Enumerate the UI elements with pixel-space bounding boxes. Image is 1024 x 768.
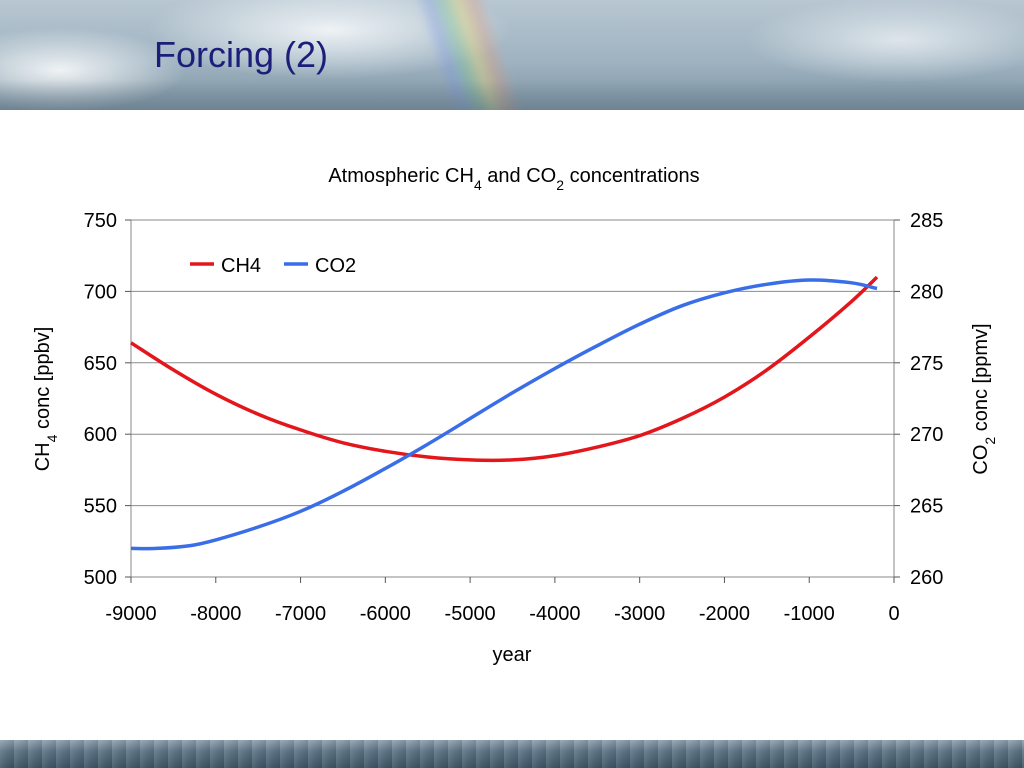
series-layer xyxy=(130,275,879,551)
x-tick-label: -2000 xyxy=(699,603,750,625)
legend: CH4 CO2 xyxy=(190,255,356,277)
x-tick-label: -8000 xyxy=(190,603,241,625)
x-tick-label: -7000 xyxy=(275,603,326,625)
x-tick-label: -5000 xyxy=(445,603,496,625)
legend-label-co2: CO2 xyxy=(315,255,356,277)
right-axis: 260 265 270 275 280 285 xyxy=(894,210,943,589)
x-tick-label: -4000 xyxy=(529,603,580,625)
chart-title-part: 2 xyxy=(556,177,564,193)
y-axis-right-label-part: conc [ppmv] xyxy=(970,323,992,436)
x-tick-label: -3000 xyxy=(614,603,665,625)
left-axis: 500 550 600 650 700 750 xyxy=(84,210,131,589)
x-tick-label: -6000 xyxy=(360,603,411,625)
left-tick-label: 500 xyxy=(84,567,117,589)
series-line-co2 xyxy=(130,278,878,551)
header-banner xyxy=(0,0,1024,110)
chart-title: Atmospheric CH4 and CO2 concentrations xyxy=(328,165,699,193)
y-axis-left-label-part: CH xyxy=(32,442,54,471)
chart-title-part: 4 xyxy=(474,177,482,193)
left-tick-label: 550 xyxy=(84,496,117,518)
x-axis-label: year xyxy=(493,644,532,666)
slide-title: Forcing (2) xyxy=(154,34,329,75)
left-tick-label: 600 xyxy=(84,424,117,446)
legend-label-ch4: CH4 xyxy=(221,255,261,277)
banner-shade xyxy=(0,80,1024,110)
x-tick-label: -9000 xyxy=(105,603,156,625)
footer-banner xyxy=(0,740,1024,768)
right-tick-label: 275 xyxy=(910,353,943,375)
left-tick-label: 700 xyxy=(84,281,117,303)
y-axis-left-label-part: 4 xyxy=(44,434,60,442)
right-tick-label: 260 xyxy=(910,567,943,589)
y-axis-left-label-part: conc [ppbv] xyxy=(32,327,54,435)
right-tick-label: 270 xyxy=(910,424,943,446)
y-axis-right-label: CO2 conc [ppmv] xyxy=(970,323,998,474)
x-tick-label: -1000 xyxy=(784,603,835,625)
chart-title-part: Atmospheric CH xyxy=(328,165,474,187)
series-line-ch4 xyxy=(130,275,879,463)
plot-area-border xyxy=(130,219,895,578)
y-axis-right-label-part: CO xyxy=(970,445,992,475)
right-tick-label: 280 xyxy=(910,281,943,303)
x-axis: -9000 -8000 -7000 -6000 -5000 -4000 -3000 -2000… xyxy=(105,577,900,625)
x-tick-label: 0 xyxy=(888,603,899,625)
chart-title-part: and CO xyxy=(482,165,556,187)
y-axis-right-label-part: 2 xyxy=(982,437,998,445)
left-tick-label: 650 xyxy=(84,353,117,375)
chart-title-part: concentrations xyxy=(564,165,700,187)
chart: Atmospheric CH4 and CO2 concentrations 5… xyxy=(32,165,998,666)
left-tick-label: 750 xyxy=(84,210,117,232)
y-axis-left-label: CH4 conc [ppbv] xyxy=(32,327,60,472)
right-tick-label: 265 xyxy=(910,496,943,518)
right-tick-label: 285 xyxy=(910,210,943,232)
